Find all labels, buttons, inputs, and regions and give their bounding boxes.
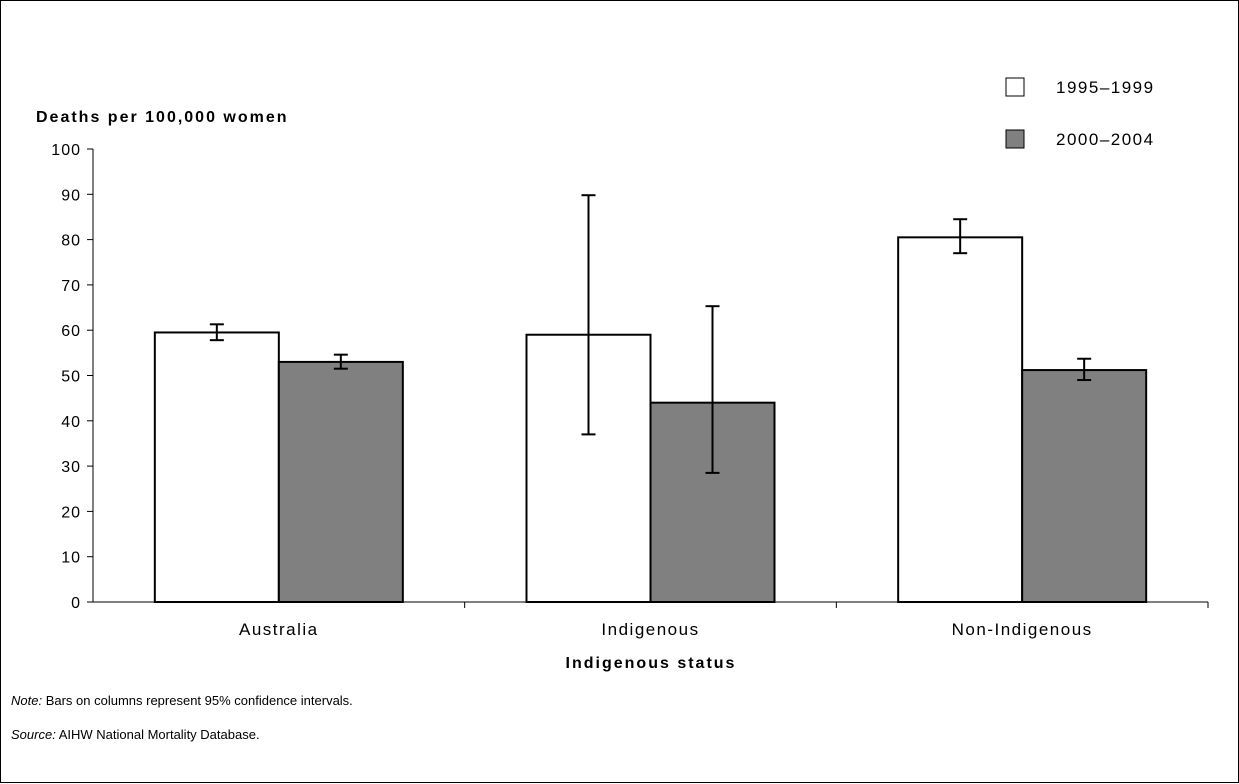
y-tick-label: 100 [51, 142, 81, 159]
x-tick-label: Non-Indigenous [952, 620, 1093, 639]
bar [277, 360, 404, 603]
note-text: Bars on columns represent 95% confidence… [42, 693, 353, 708]
chart-source: Source: AIHW National Mortality Database… [11, 727, 260, 742]
legend: 1995–1999 2000–2004 [1005, 77, 1155, 149]
bar [153, 331, 280, 603]
source-label: Source: [11, 727, 56, 742]
x-tick-label: Indigenous [601, 620, 699, 639]
error-bars [209, 194, 1092, 474]
bar [1021, 369, 1148, 603]
y-tick-label: 60 [61, 323, 81, 340]
y-tick-label: 50 [61, 369, 81, 386]
x-tick-label: Australia [239, 620, 319, 639]
y-tick-label: 20 [61, 504, 81, 521]
bars [153, 236, 1148, 604]
x-axis-title: Indigenous status [566, 655, 737, 672]
legend-swatch [1005, 77, 1025, 97]
legend-swatch [1005, 129, 1025, 149]
y-tick-label: 40 [61, 414, 81, 431]
x-axis: Australia Indigenous Non-Indigenous [93, 601, 1209, 639]
y-tick-label: 30 [61, 459, 81, 476]
y-tick-label: 0 [71, 595, 81, 612]
y-tick-label: 10 [61, 550, 81, 567]
y-axis: 0 10 20 30 40 50 60 70 80 90 100 [51, 142, 94, 612]
y-tick-label: 70 [61, 278, 81, 295]
legend-label: 1995–1999 [1056, 78, 1155, 97]
y-tick-label: 80 [61, 233, 81, 250]
y-tick-label: 90 [61, 187, 81, 204]
y-axis-title: Deaths per 100,000 women [36, 109, 289, 126]
source-text: AIHW National Mortality Database. [55, 727, 260, 742]
note-label: Note: [11, 693, 43, 708]
bar [897, 236, 1024, 604]
legend-label: 2000–2004 [1056, 130, 1155, 149]
chart-note: Note: Bars on columns represent 95% conf… [11, 693, 353, 708]
